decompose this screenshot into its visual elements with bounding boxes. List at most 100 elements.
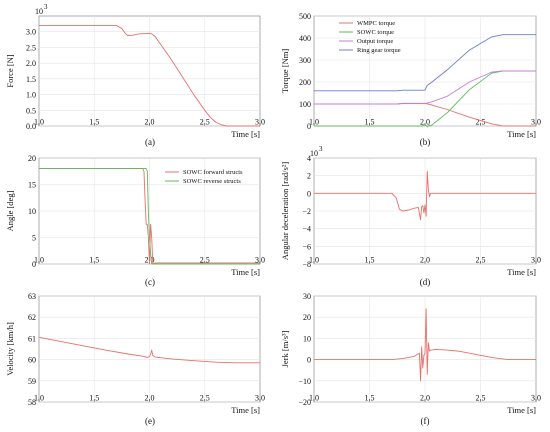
y-multiplier-exponent: 3 [44,3,48,11]
x-tick-label: 2.0 [420,394,430,403]
y-tick-label: 0 [32,260,36,269]
y-tick-label: 3.0 [26,28,36,37]
y-tick-label: 2 [307,172,311,181]
y-multiplier-exponent: 3 [319,145,323,153]
x-tick-label: 1.5 [89,394,99,403]
series-line-2 [39,168,260,265]
y-tick-label: 2.0 [26,59,36,68]
series-line-4 [314,34,536,92]
y-tick-label: 2.5 [26,43,36,52]
series-line-2 [314,70,536,128]
x-tick-label: 1.0 [309,256,319,265]
x-tick-label: 1.0 [34,394,44,403]
y-tick-label: 10 [303,334,311,343]
y-tick-label: 0 [307,356,311,365]
y-axis-label: Torque [Nm] [280,49,290,94]
x-tick-label: 1.5 [365,256,375,265]
y-tick-label: −10 [298,377,311,386]
y-tick-label: 0 [307,122,311,131]
panel-caption: (b) [420,137,431,147]
x-tick-label: 2.5 [200,256,210,265]
panel-caption: (e) [145,416,155,426]
y-tick-label: −6 [302,242,311,251]
x-tick-label: 2.5 [476,394,486,403]
y-tick-label: 0 [307,189,311,198]
series-line-3 [314,70,536,105]
panel-caption: (f) [421,416,430,426]
x-axis-label: Time [s] [231,129,260,139]
series-line-1 [39,24,260,127]
x-tick-label: 2.5 [476,256,486,265]
y-tick-label: 100 [299,100,311,109]
series-line-1 [38,336,260,364]
x-tick-label: 1.0 [34,118,44,127]
chart-panel-1: 0.0 0.5 1.0 1.5 2.0 2.5 3.0 1.0 1.5 2.0 2.5 3.0 Time… [5,3,265,147]
y-axis-label: Force [N] [5,54,15,87]
y-tick-label: −2 [302,207,311,216]
x-tick-label: 2.0 [145,394,155,403]
y-tick-label: 59 [28,377,36,386]
series-line-1 [314,170,536,221]
y-tick-label: 61 [28,334,36,343]
panel-caption: (a) [145,137,155,147]
x-tick-label: 2.0 [420,256,430,265]
y-tick-label: 500 [299,12,311,21]
x-tick-label: 2.5 [200,118,210,127]
y-axis-label: Angle [deg] [5,190,15,231]
x-axis-label: Time [s] [507,129,536,139]
x-tick-label: 2.0 [420,118,430,127]
panel-caption: (d) [420,277,431,287]
y-tick-label: −4 [302,225,311,234]
legend-label: SOWC forward structs [183,169,243,176]
y-multiplier: 10 [310,149,318,158]
y-tick-label: 200 [299,78,311,87]
x-tick-label: 1.5 [365,394,375,403]
y-tick-label: 1.0 [26,91,36,100]
y-tick-label: 20 [28,154,36,163]
y-tick-label: 400 [299,34,311,43]
x-tick-label: 3.0 [531,256,541,265]
x-axis-label: Time [s] [231,267,260,277]
legend-label: WMPC torque [357,20,395,27]
y-tick-label: 20 [303,313,311,322]
x-axis-label: Time [s] [507,267,536,277]
chart-panel-4: −8 −6 −4 −2 0 2 4 1.0 1.5 2.0 2.5 3.0 Time [s] Angula… [280,145,541,287]
y-multiplier: 10 [35,7,43,16]
x-tick-label: 2.5 [476,118,486,127]
x-tick-label: 1.5 [365,118,375,127]
chart-panel-2: 0 100 200 300 400 500 1.0 1.5 2.0 2.5 3.0 WMPC torq… [280,12,541,147]
y-axis-label: Jerk [m/s³] [280,330,290,367]
y-tick-label: 1.5 [26,75,36,84]
chart-panel-6: −20 −10 0 10 20 30 1.0 1.5 2.0 2.5 3.0 Time [s] Jerk… [280,292,541,426]
y-axis-label: Angular deceleration [rad/s²] [280,162,290,261]
y-tick-label: 10 [28,207,36,216]
legend-label: Output torque [357,38,393,45]
y-tick-label: 60 [28,356,36,365]
y-tick-label: 30 [303,292,311,301]
x-tick-label: 3.0 [255,256,265,265]
y-tick-label: 58 [28,398,36,407]
y-tick-label: 300 [299,56,311,65]
y-tick-label: 15 [28,181,36,190]
x-tick-label: 1.0 [309,118,319,127]
x-tick-label: 3.0 [531,394,541,403]
x-tick-label: 1.5 [89,256,99,265]
x-tick-label: 3.0 [255,394,265,403]
x-tick-label: 3.0 [531,118,541,127]
x-tick-label: 2.0 [145,118,155,127]
series-line-1 [314,308,536,382]
x-tick-label: 2.5 [200,394,210,403]
legend-label: SOWC torque [357,29,394,36]
y-tick-label: −8 [302,260,311,269]
y-tick-label: 0.5 [26,106,36,115]
y-tick-label: 63 [28,292,36,301]
x-tick-label: 1.5 [89,118,99,127]
y-tick-label: 0.0 [26,122,36,131]
legend-label: Ring gear torque [357,47,401,54]
y-tick-label: 4 [307,154,311,163]
x-axis-label: Time [s] [231,405,260,415]
legend-label: SOWC reverse structs [183,178,241,185]
y-tick-label: −20 [298,398,311,407]
